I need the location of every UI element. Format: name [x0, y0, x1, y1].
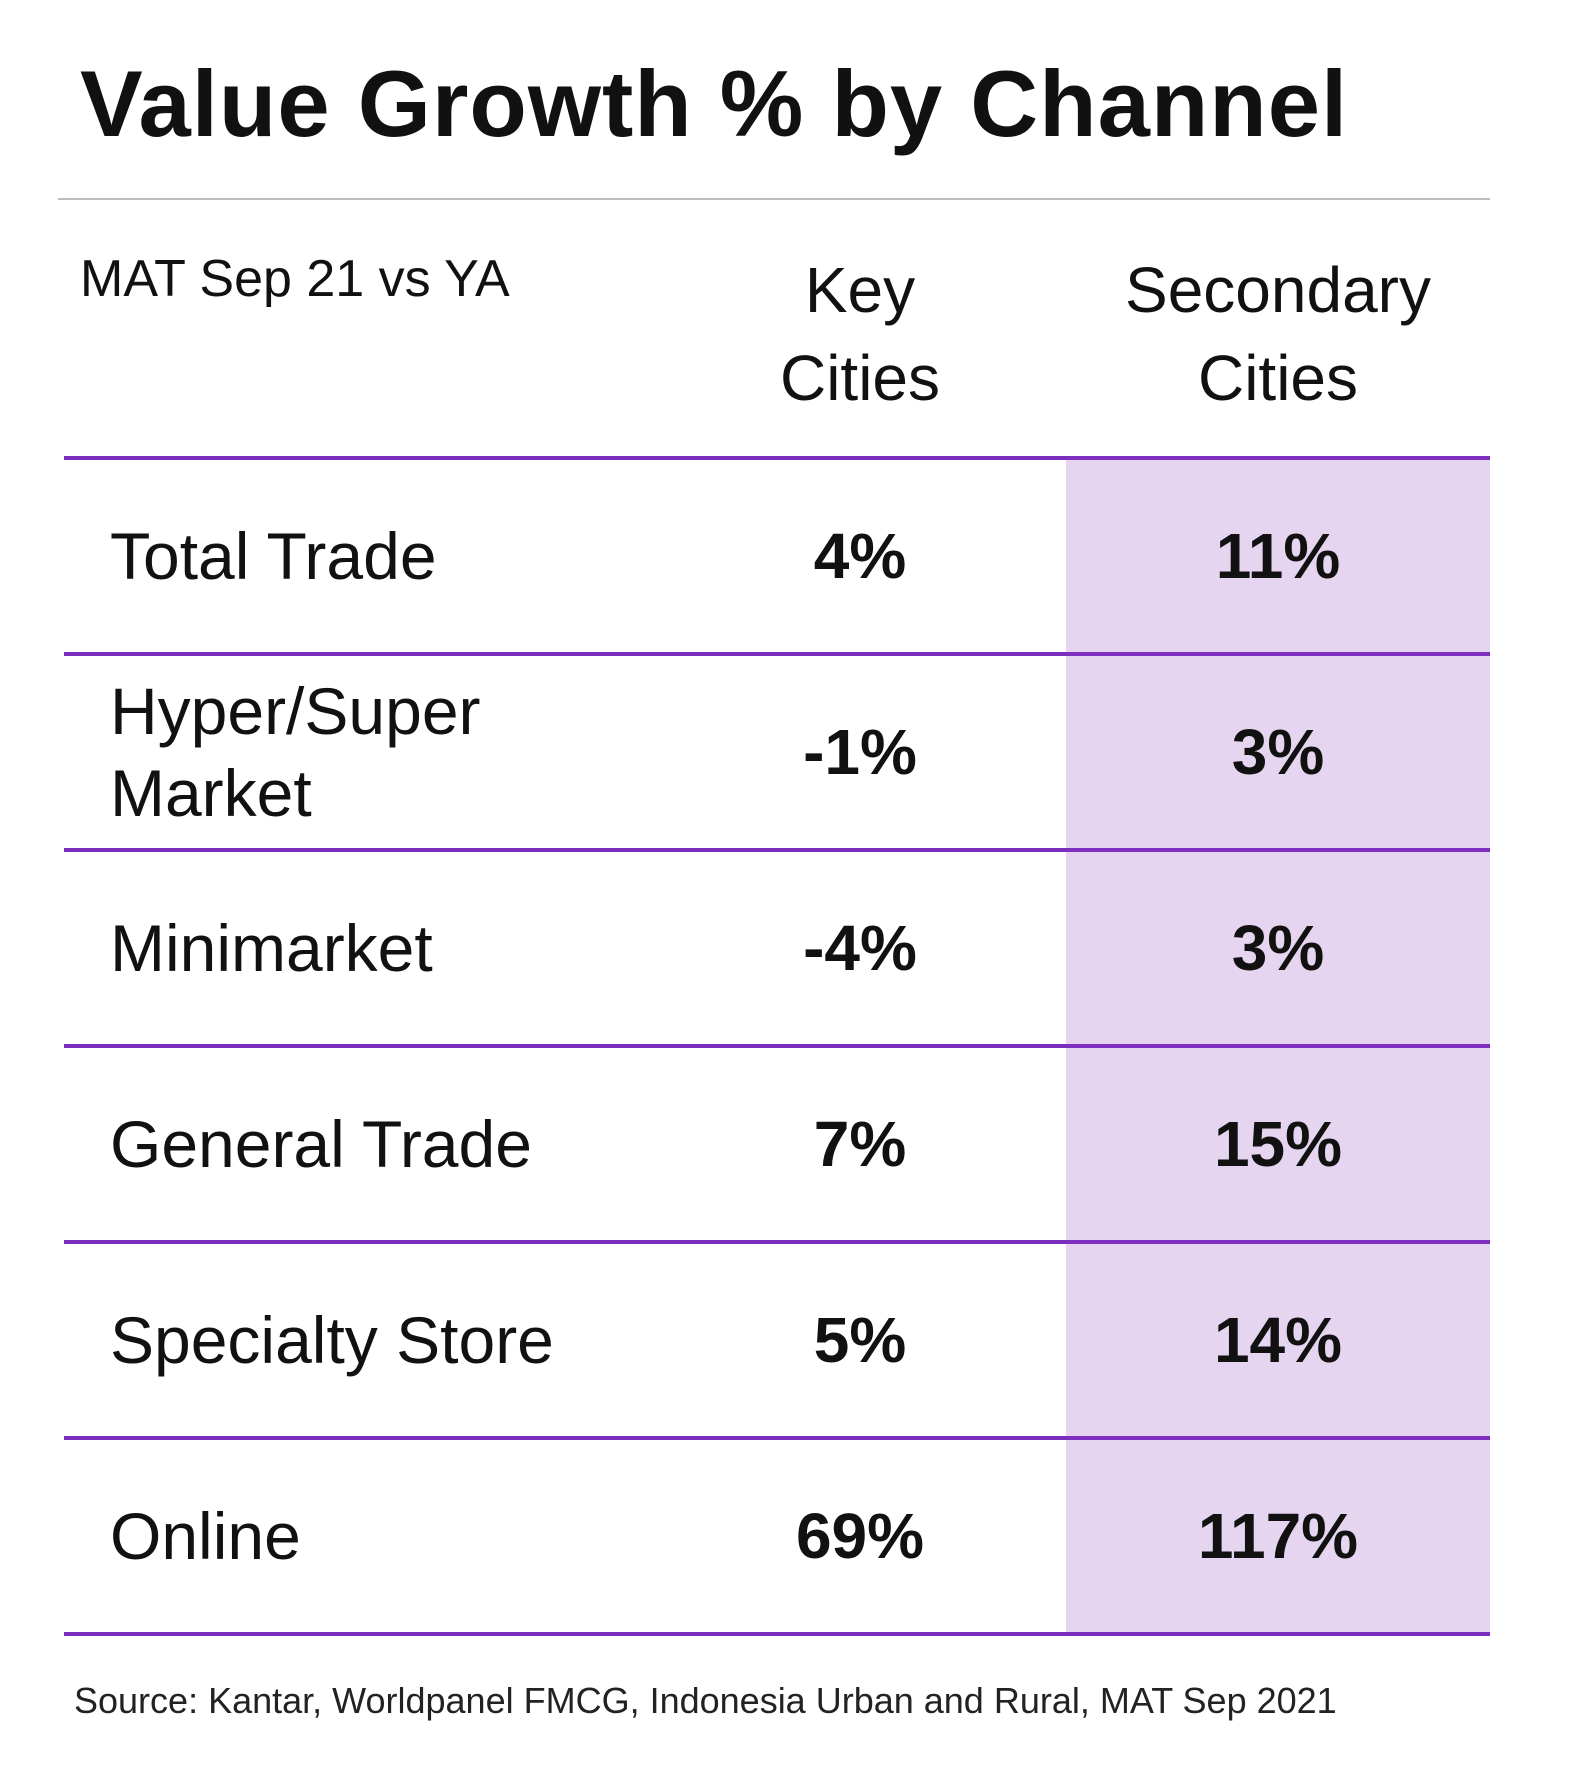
key-cities-value: 7% — [813, 1108, 907, 1180]
key-cities-value: -4% — [803, 912, 917, 984]
channel-label: Total Trade — [110, 519, 437, 593]
secondary-cities-value: 15% — [1213, 1108, 1343, 1180]
table-row: Total Trade 4% 11% — [64, 456, 1490, 652]
title-divider — [58, 198, 1490, 200]
key-cities-value: 4% — [813, 520, 907, 592]
channel-label-text: Hyper/Super Market — [110, 674, 481, 830]
table-row: Online 69% 117% — [64, 1436, 1490, 1636]
period-label: MAT Sep 21 vs YA — [80, 250, 510, 308]
channel-label: Specialty Store — [110, 1303, 554, 1377]
key-cities-value: -1% — [803, 716, 917, 788]
channel-label: Hyper/Super Market — [110, 656, 670, 848]
table-row: Hyper/Super Market -1% 3% — [64, 652, 1490, 848]
channel-label: Minimarket — [110, 911, 433, 985]
secondary-cities-value: 14% — [1213, 1304, 1343, 1376]
channel-label: General Trade — [110, 1107, 532, 1181]
column-header-secondary-cities: Secondary Cities — [1125, 254, 1431, 414]
table-row: Specialty Store 5% 14% — [64, 1240, 1490, 1436]
key-cities-value: 69% — [795, 1500, 925, 1572]
table-row: Minimarket -4% 3% — [64, 848, 1490, 1044]
growth-table: Total Trade 4% 11% Hyper/Super Market -1… — [64, 456, 1490, 1636]
channel-label: Online — [110, 1499, 301, 1573]
secondary-cities-value: 117% — [1197, 1500, 1359, 1572]
key-cities-value: 5% — [813, 1304, 907, 1376]
secondary-cities-value: 11% — [1215, 520, 1341, 592]
table-row: General Trade 7% 15% — [64, 1044, 1490, 1240]
secondary-cities-value: 3% — [1231, 912, 1325, 984]
page-title: Value Growth % by Channel — [80, 51, 1349, 156]
secondary-cities-value: 3% — [1231, 716, 1325, 788]
column-header-key-cities: Key Cities — [779, 254, 941, 414]
source-note: Source: Kantar, Worldpanel FMCG, Indones… — [74, 1680, 1337, 1721]
